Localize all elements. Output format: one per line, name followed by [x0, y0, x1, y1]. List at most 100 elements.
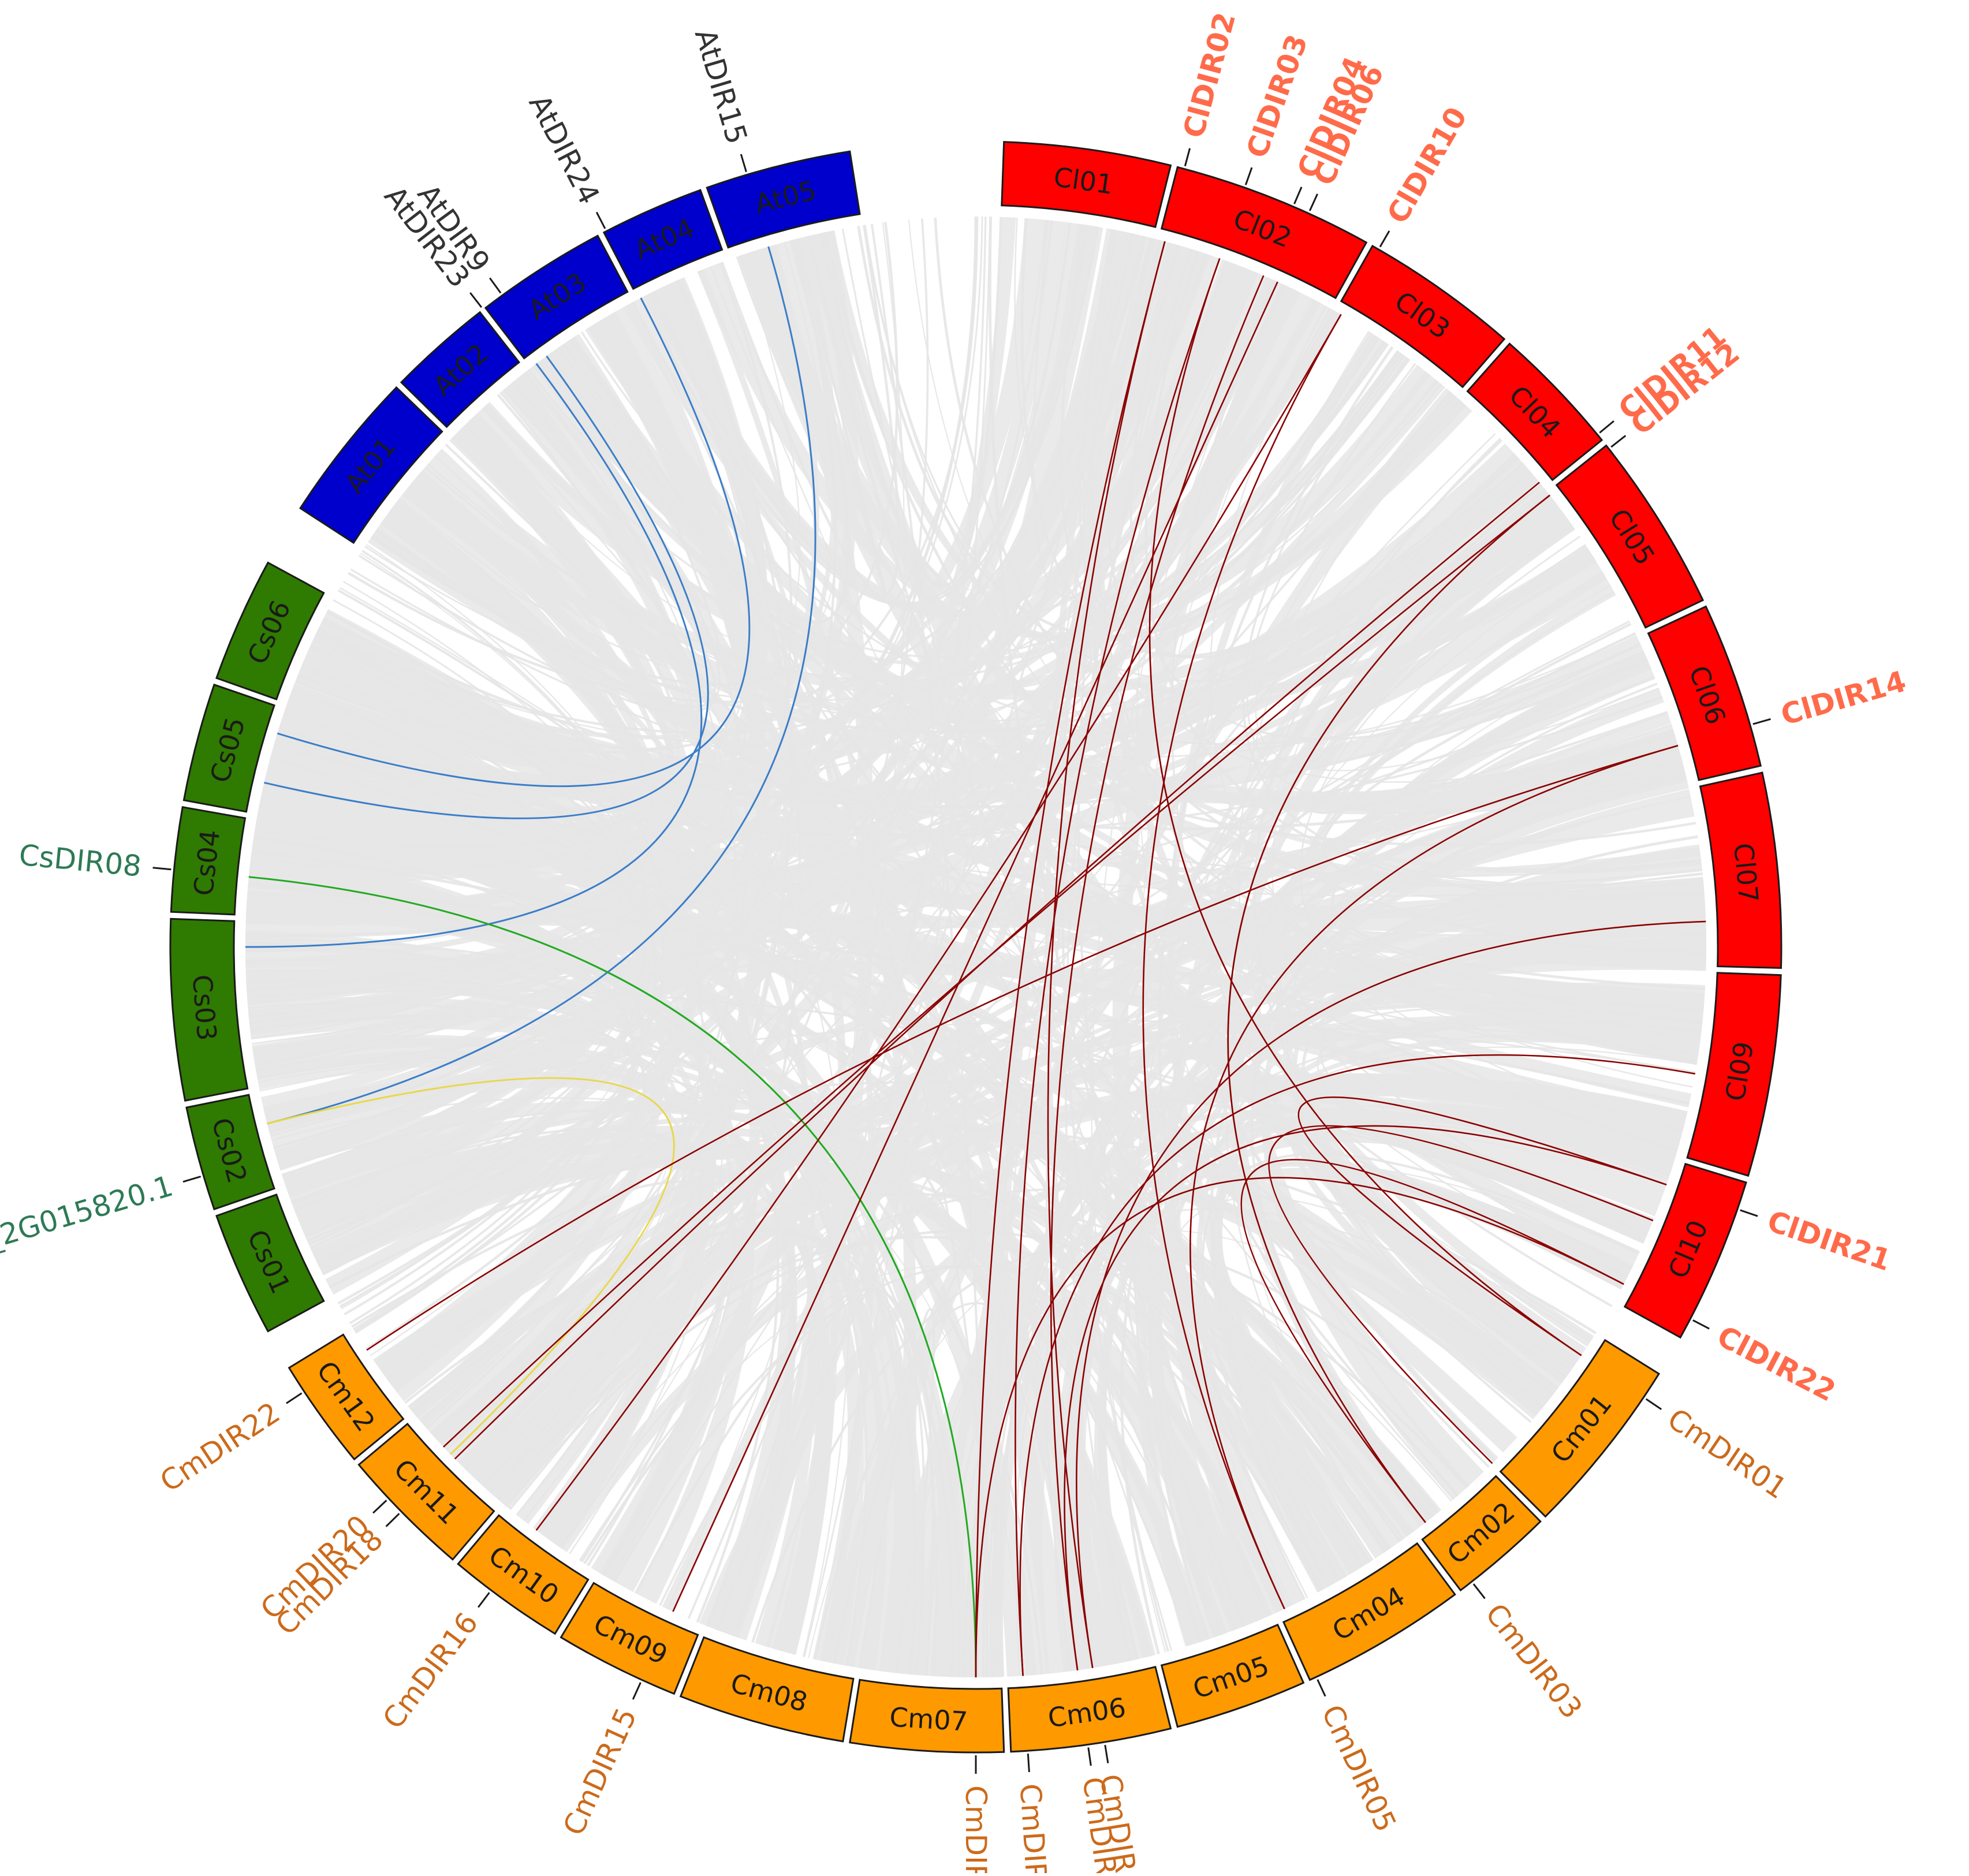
- synteny-link: [482, 391, 1452, 1487]
- watermelon-link: [1148, 258, 1582, 1356]
- synteny-link: [639, 225, 1088, 607]
- synteny-link: [348, 236, 1146, 703]
- chromosome-block: [1001, 141, 1172, 229]
- synteny-ribbon: [1167, 331, 1379, 1574]
- gene-tick: [152, 867, 171, 871]
- synteny-link: [255, 628, 633, 1072]
- chromosome-block: [1282, 1542, 1456, 1681]
- chromosome-block: [1466, 342, 1603, 482]
- gene-label: CmDIR16: [376, 1606, 484, 1735]
- watermelon-link: [1064, 1125, 1667, 1670]
- chromosome-at01: At01: [299, 386, 443, 544]
- synteny-ribbon: [292, 487, 668, 1228]
- gene-tick: [478, 1592, 490, 1608]
- synteny-link: [1234, 643, 1641, 1542]
- chromosome-block: [1699, 771, 1782, 969]
- synteny-link: [408, 1228, 961, 1677]
- synteny-link: [245, 959, 615, 1092]
- gene-tick: [1472, 1583, 1486, 1599]
- synteny-link: [297, 673, 916, 1674]
- gene-label: CsaV3_2G015820.1: [0, 1169, 177, 1282]
- chromosome-block: [1160, 1623, 1305, 1728]
- gene-label: CmDIR01: [1662, 1402, 1793, 1506]
- synteny-link: [976, 1304, 1173, 1678]
- synteny-link: [1319, 1006, 1703, 1270]
- synteny-link: [1020, 218, 1524, 658]
- synteny-link: [249, 216, 978, 1024]
- gene-label: ClDIR02: [1177, 9, 1242, 141]
- gene-tick: [1740, 1209, 1758, 1217]
- synteny-ribbon: [387, 418, 708, 1402]
- synteny-ribbon: [266, 754, 1706, 971]
- chromosome-cl05: Cl05: [1555, 444, 1705, 629]
- chromosome-cs03: Cs03: [169, 918, 249, 1102]
- synteny-link: [255, 291, 754, 849]
- synteny-link: [499, 392, 850, 1657]
- synteny-link: [268, 253, 1208, 1134]
- chromosome-block: [602, 189, 724, 290]
- synteny-link: [315, 632, 657, 1331]
- chromosome-cm05: Cm05: [1160, 1623, 1305, 1728]
- gene-tick: [1317, 1679, 1326, 1697]
- synteny-link: [950, 1162, 1639, 1677]
- chromosome-cl10: Cl10: [1623, 1162, 1747, 1339]
- arabidopsis-link: [264, 355, 709, 819]
- chromosome-block: [299, 386, 443, 544]
- synteny-link: [465, 241, 838, 648]
- synteny-link: [833, 544, 1587, 1664]
- synteny-link: [270, 758, 1386, 1553]
- watermelon-link: [1142, 314, 1342, 1610]
- watermelon-link: [1047, 241, 1166, 1668]
- synteny-link: [841, 228, 1272, 1616]
- gene-tick: [385, 1513, 400, 1527]
- synteny-ribbon: [404, 485, 1517, 1453]
- cucumber-link: [248, 876, 977, 1678]
- synteny-ribbon: [246, 976, 1273, 1627]
- gene-tick: [182, 1176, 202, 1183]
- synteny-link: [857, 226, 1461, 638]
- synteny-link: [301, 663, 644, 1266]
- gene-tick: [1645, 1398, 1662, 1411]
- gene-ticks: [152, 148, 1771, 1774]
- gene-tick: [1379, 230, 1390, 248]
- synteny-link: [1148, 682, 1658, 1640]
- synteny-link: [339, 587, 1433, 1518]
- gene-tick: [1692, 1319, 1710, 1330]
- synteny-link: [297, 658, 1649, 809]
- chromosome-cm08: Cm08: [679, 1636, 855, 1743]
- synteny-link: [255, 216, 983, 1066]
- synteny-link: [1091, 230, 1645, 1242]
- synteny-link: [640, 297, 1613, 1307]
- synteny-link: [807, 235, 1341, 1582]
- synteny-link: [271, 1097, 1222, 1635]
- gene-tick: [1752, 718, 1771, 725]
- chromosome-block: [560, 1582, 699, 1695]
- synteny-ribbon: [1098, 1129, 1664, 1662]
- gene-label: CmDIR14: [959, 1785, 993, 1873]
- synteny-link: [1338, 982, 1704, 1034]
- gene-tick: [469, 292, 483, 308]
- synteny-link: [687, 233, 1134, 1619]
- synteny-link: [1255, 391, 1660, 771]
- chromosome-block: [185, 1094, 275, 1211]
- arabidopsis-link: [245, 363, 703, 948]
- highlighted-synteny-links: [245, 241, 1706, 1678]
- chromosome-cm06: Cm06: [1007, 1665, 1172, 1753]
- synteny-link: [1253, 438, 1572, 1372]
- gene-label: ClDIR21: [1763, 1204, 1895, 1277]
- synteny-link: [350, 568, 1702, 878]
- gene-label: CmDIR03: [1479, 1597, 1589, 1725]
- synteny-link: [370, 337, 1380, 1356]
- synteny-link: [583, 622, 1632, 1565]
- synteny-link: [1148, 556, 1594, 1637]
- synteny-link: [1142, 299, 1315, 1600]
- synteny-link: [1317, 1027, 1699, 1284]
- chromosome-block: [1160, 166, 1368, 300]
- gene-tick: [1610, 435, 1627, 448]
- gene-label: AtDIR24: [522, 89, 606, 210]
- synteny-ribbon: [299, 1141, 1263, 1626]
- synteny-link: [497, 1188, 1567, 1500]
- chromosome-label: Cs03: [187, 974, 223, 1042]
- chromosome-block: [215, 1193, 325, 1333]
